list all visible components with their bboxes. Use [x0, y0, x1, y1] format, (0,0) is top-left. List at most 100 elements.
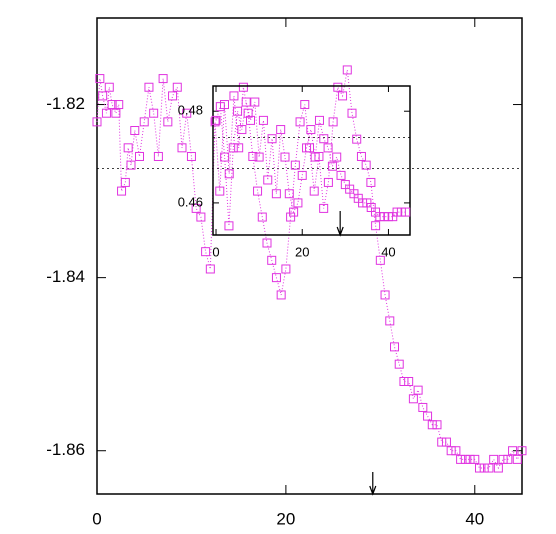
data-point	[182, 108, 192, 118]
data-point	[215, 186, 225, 196]
data-point	[356, 151, 366, 161]
data-point	[517, 446, 527, 456]
data-point	[123, 143, 133, 153]
data-point	[211, 115, 221, 125]
data-point	[241, 97, 251, 107]
data-point	[323, 143, 333, 153]
data-point	[399, 376, 409, 386]
data-point	[284, 189, 294, 199]
data-point	[120, 177, 130, 187]
y-tick-label: -1.82	[46, 94, 85, 113]
data-point	[168, 91, 178, 101]
data-point	[380, 290, 390, 300]
x-tick-label: 20	[276, 509, 295, 528]
data-point	[342, 65, 352, 75]
data-point	[290, 160, 300, 170]
data-point	[210, 117, 220, 127]
data-point	[297, 170, 307, 180]
data-point	[300, 100, 310, 110]
data-point	[117, 186, 127, 196]
data-point	[323, 177, 333, 187]
data-point	[220, 152, 230, 162]
data-point	[310, 152, 320, 162]
data-point	[262, 238, 272, 248]
data-point	[437, 437, 447, 447]
data-point	[149, 108, 159, 118]
data-point	[246, 115, 256, 125]
data-point	[479, 463, 489, 473]
series-line	[96, 69, 523, 470]
data-point	[196, 212, 206, 222]
data-point	[101, 108, 111, 118]
data-point	[401, 207, 411, 217]
data-point	[114, 100, 124, 110]
data-point	[271, 189, 281, 199]
data-point	[191, 203, 201, 213]
data-point	[394, 359, 404, 369]
data-point	[144, 82, 154, 92]
data-point	[172, 82, 182, 92]
data-point	[432, 420, 442, 430]
y-tick-label: -1.84	[46, 267, 85, 286]
data-point	[126, 160, 136, 170]
x-tick-label: 40	[465, 509, 484, 528]
data-point	[404, 376, 414, 386]
data-point	[139, 117, 149, 127]
data-point	[224, 221, 234, 231]
data-point	[508, 446, 518, 456]
data-point	[302, 143, 312, 153]
plot-frame	[212, 85, 411, 236]
data-point	[135, 151, 144, 161]
data-point	[253, 186, 263, 196]
data-point	[250, 97, 260, 107]
data-point	[158, 74, 168, 84]
data-point	[267, 255, 277, 265]
data-point	[233, 106, 243, 116]
data-point	[475, 463, 484, 473]
data-point	[254, 152, 264, 162]
data-point	[286, 212, 296, 222]
data-point	[257, 212, 267, 222]
data-point	[352, 134, 362, 144]
plot-frame	[96, 17, 523, 495]
data-point	[215, 102, 225, 112]
data-point	[427, 420, 437, 430]
data-point	[107, 100, 117, 110]
data-point	[498, 454, 508, 464]
data-point	[460, 454, 470, 464]
data-point	[295, 117, 305, 127]
y-tick-label: 0.48	[178, 103, 203, 118]
data-point	[385, 316, 395, 326]
data-point	[237, 125, 247, 135]
data-point	[390, 342, 399, 352]
data-point	[280, 152, 290, 162]
data-point	[177, 143, 187, 153]
y-tick-label: 0.46	[178, 194, 203, 209]
data-point	[238, 82, 248, 92]
data-point	[153, 151, 163, 161]
x-tick-label: 40	[381, 244, 395, 259]
data-point	[248, 151, 258, 161]
data-point	[276, 290, 286, 300]
data-point	[271, 273, 281, 283]
data-point	[361, 160, 371, 170]
data-point	[512, 454, 522, 464]
data-point	[234, 143, 244, 153]
data-point	[306, 125, 316, 135]
data-point	[336, 170, 346, 180]
data-point	[423, 411, 433, 421]
data-point	[446, 446, 456, 456]
data-point	[408, 394, 418, 404]
data-point	[314, 115, 324, 125]
data-point	[228, 143, 238, 153]
data-point	[229, 91, 239, 101]
data-point	[104, 82, 114, 92]
data-point	[98, 91, 108, 101]
data-point	[338, 91, 348, 101]
data-point	[293, 198, 303, 208]
data-point	[319, 203, 329, 213]
x-tick-label: 20	[295, 244, 309, 259]
data-point	[111, 108, 121, 118]
data-point	[289, 207, 299, 217]
